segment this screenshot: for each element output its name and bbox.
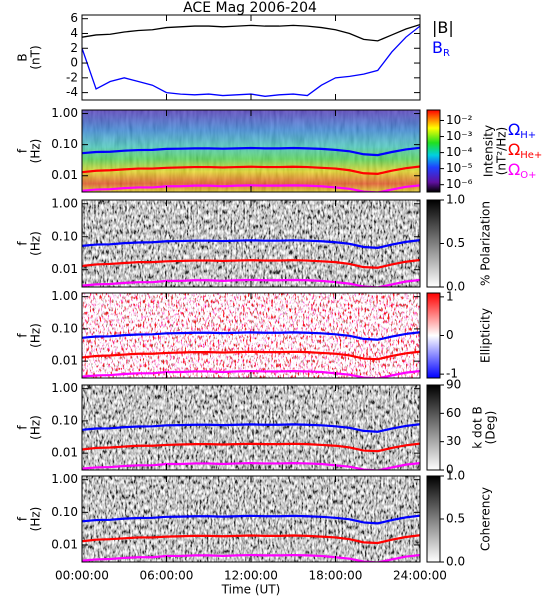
- colorbar-tick-label: -1: [446, 367, 458, 381]
- cyclotron-line: [82, 239, 420, 249]
- colorbar-tick-label: 90: [446, 378, 461, 392]
- y-tick-label: 2: [70, 41, 78, 55]
- colorbar-tick-label: 10⁻⁶: [446, 177, 473, 191]
- y-tick-label: 0.01: [51, 262, 78, 276]
- y-axis-label: B: [16, 53, 30, 61]
- x-axis-label: Time (UT): [221, 583, 281, 597]
- colorbar: [426, 109, 441, 193]
- y-tick-label: -4: [66, 85, 78, 99]
- legend-subscript: H+: [520, 130, 536, 141]
- plot-frame: [81, 14, 421, 101]
- y-axis-label: (Hz): [29, 415, 43, 440]
- colorbar-tick-label: 30: [446, 434, 461, 448]
- cyclotron-line: [82, 350, 420, 361]
- x-tick-label: 06:00:00: [140, 569, 194, 583]
- cyclotron-line: [82, 534, 420, 545]
- cyclotron-line: [82, 442, 420, 453]
- line: [82, 25, 420, 97]
- y-tick-label: 0.01: [51, 354, 78, 368]
- legend-name: Ω: [508, 120, 520, 139]
- cyclotron-line: [82, 514, 420, 525]
- y-tick-label: 1.00: [51, 472, 78, 486]
- y-tick-label: 0.01: [51, 446, 78, 460]
- y-tick-label: 1.00: [51, 289, 78, 303]
- y-axis-label: f: [16, 148, 30, 153]
- x-tick-label: 00:00:00: [55, 569, 109, 583]
- line: [82, 23, 420, 42]
- y-tick-label: 1.00: [51, 196, 78, 210]
- y-tick-label: 0.10: [51, 413, 78, 427]
- colorbar-tick-label: 10⁻³: [446, 129, 473, 143]
- colorbar-tick-label: 0: [446, 328, 454, 342]
- y-axis-label: f: [16, 516, 30, 521]
- legend-entry: |B|: [432, 18, 454, 37]
- legend-name: B: [432, 38, 443, 57]
- y-axis-label: (Hz): [29, 139, 43, 164]
- y-tick-label: 4: [70, 26, 78, 40]
- colorbar-label: (nT²/Hz): [495, 127, 509, 175]
- colorbar-label: % Polarization: [479, 201, 493, 286]
- y-tick-label: 0.10: [51, 321, 78, 335]
- colorbar-tick-label: 10⁻⁵: [446, 161, 473, 175]
- cyclotron-line: [82, 165, 420, 175]
- y-tick-label: 1.00: [51, 381, 78, 395]
- colorbar: [426, 475, 441, 563]
- y-axis-label: (nT): [29, 45, 43, 69]
- colorbar-label: Ellipticity: [479, 308, 493, 363]
- y-tick-label: 1.00: [51, 106, 78, 120]
- colorbar: [426, 384, 441, 471]
- y-tick-label: 0.01: [51, 537, 78, 551]
- legend-name: Ω: [508, 140, 520, 159]
- colorbar-tick-label: 60: [446, 406, 461, 420]
- legend-subscript: O+: [520, 170, 536, 181]
- chart-title: ACE Mag 2006-204: [183, 0, 317, 16]
- y-axis-label: f: [16, 241, 30, 246]
- colorbar-label: k dot B: [471, 406, 485, 448]
- colorbar-label: Coherency: [479, 487, 493, 551]
- legend-entry: BR: [432, 38, 450, 60]
- colorbar: [426, 199, 441, 288]
- colorbar-tick-label: 0.5: [446, 512, 465, 526]
- y-tick-label: 0.01: [51, 168, 78, 182]
- legend-subscript: R: [443, 48, 450, 59]
- y-tick-label: 0.10: [51, 505, 78, 519]
- colorbar-tick-label: 1: [446, 289, 454, 303]
- y-axis-label: (Hz): [29, 231, 43, 256]
- y-tick-label: 0.10: [51, 137, 78, 151]
- x-tick-label: 24:00:00: [393, 569, 447, 583]
- cyclotron-line: [82, 331, 420, 341]
- x-tick-label: 18:00:00: [309, 569, 363, 583]
- colorbar-label: (Deg): [484, 411, 498, 445]
- cyclotron-line: [82, 258, 420, 269]
- colorbar-tick-label: 1.0: [446, 469, 465, 483]
- y-tick-label: 0.10: [51, 229, 78, 243]
- colorbar-tick-label: 0: [446, 463, 454, 477]
- colorbar-tick-label: 0.0: [446, 555, 465, 569]
- legend-name: Ω: [508, 160, 520, 179]
- colorbar-tick-label: 10⁻²: [446, 113, 473, 127]
- colorbar-label: Intensity: [482, 125, 496, 177]
- colorbar: [426, 292, 441, 379]
- y-axis-label: f: [16, 333, 30, 338]
- colorbar-tick-label: 1.0: [446, 193, 465, 207]
- x-tick-label: 12:00:00: [224, 569, 278, 583]
- y-tick-label: -2: [66, 70, 78, 84]
- legend-name: |B|: [432, 18, 454, 37]
- legend-entry: ΩO+: [508, 160, 536, 182]
- colorbar-tick-label: 0.0: [446, 280, 465, 294]
- legend-entry: ΩH+: [508, 120, 536, 142]
- y-axis-label: f: [16, 425, 30, 430]
- cyclotron-line: [82, 423, 420, 433]
- legend-subscript: He+: [520, 150, 542, 161]
- legend-entry: ΩHe+: [508, 140, 542, 162]
- y-tick-label: 0: [70, 56, 78, 70]
- y-tick-label: 6: [70, 11, 78, 25]
- colorbar-tick-label: 0.5: [446, 236, 465, 250]
- y-axis-label: (Hz): [29, 323, 43, 348]
- colorbar-tick-label: 10⁻⁴: [446, 145, 473, 159]
- cyclotron-line: [82, 146, 420, 157]
- y-axis-label: (Hz): [29, 507, 43, 532]
